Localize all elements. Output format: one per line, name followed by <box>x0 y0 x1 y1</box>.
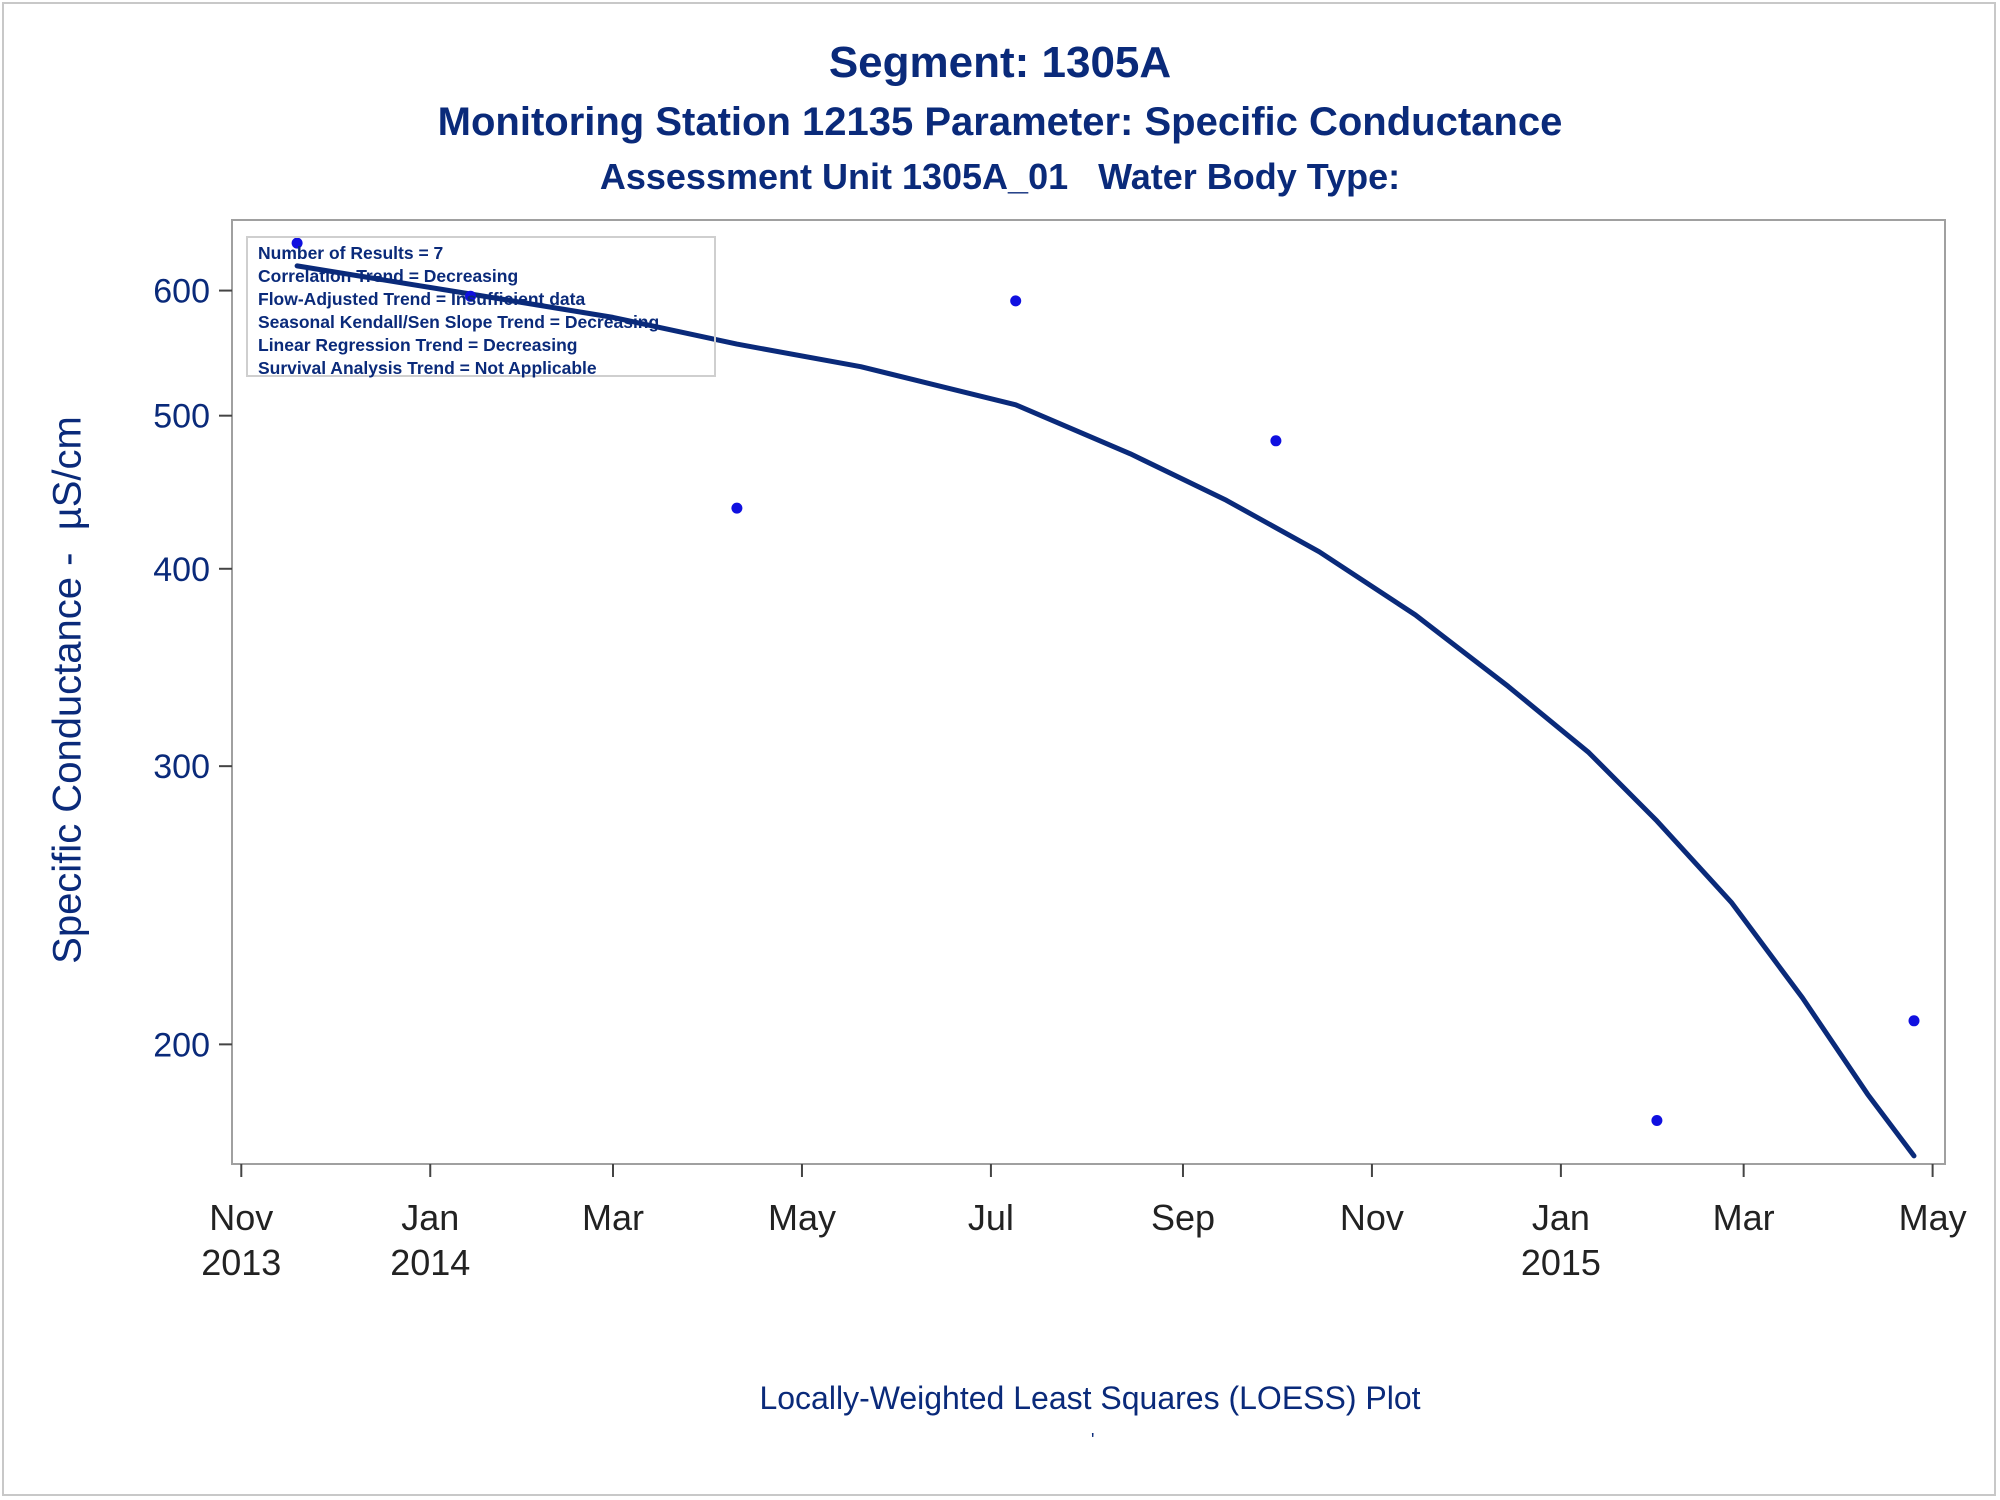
x-tick-year-label: 2015 <box>1521 1242 1601 1283</box>
chart-subtitle-assessment: Assessment Unit 1305A_01 Water Body Type… <box>599 156 1401 197</box>
x-tick-label: Mar <box>582 1197 644 1238</box>
x-tick-year-label: 2014 <box>390 1242 470 1283</box>
x-tick-label: Jan <box>1532 1197 1590 1238</box>
trend-info-box: Number of Results = 7 Correlation Trend … <box>246 236 716 378</box>
info-flow-adjusted-trend: Flow-Adjusted Trend = Insufficient data <box>258 289 586 309</box>
y-tick-label: 300 <box>153 748 210 786</box>
footnote-mark: ' <box>1091 1430 1095 1450</box>
loess-curve <box>294 263 1917 1159</box>
x-tick-label: May <box>1899 1197 1967 1238</box>
y-tick-label: 600 <box>153 273 210 311</box>
x-tick-label: Mar <box>1713 1197 1775 1238</box>
x-tick-year-label: 2013 <box>201 1242 281 1283</box>
x-tick-label: Sep <box>1151 1197 1215 1238</box>
data-points-layer <box>291 237 1920 1126</box>
info-correlation-trend: Correlation Trend = Decreasing <box>258 266 519 286</box>
chart-title: Segment: 1305A <box>828 38 1172 87</box>
y-axis-label-wrap: Specific Conductance - µS/cm <box>40 215 95 1165</box>
y-axis-label: Specific Conductance - µS/cm <box>45 416 89 964</box>
y-tick-label: 500 <box>153 398 210 436</box>
x-tick-label: Nov <box>209 1197 273 1238</box>
data-point <box>1908 1015 1920 1027</box>
x-tick-label: Jan <box>401 1197 459 1238</box>
info-seasonal-kendall-trend: Seasonal Kendall/Sen Slope Trend = Decre… <box>258 312 660 332</box>
x-tick-label: Nov <box>1340 1197 1404 1238</box>
data-point <box>1010 295 1022 307</box>
loess-curve-layer <box>294 263 1917 1159</box>
chart-footnote: Locally-Weighted Least Squares (LOESS) P… <box>759 1380 1421 1416</box>
y-tick-label: 200 <box>153 1026 210 1064</box>
plot-area-border <box>231 219 1946 1165</box>
chart-subtitle-station: Monitoring Station 12135 Parameter: Spec… <box>437 100 1563 144</box>
info-survival-analysis-trend: Survival Analysis Trend = Not Applicable <box>258 358 597 378</box>
y-tick-label: 400 <box>153 551 210 589</box>
data-point <box>291 237 303 249</box>
y-axis: 200 300 400 500 600 <box>153 273 232 1064</box>
data-point <box>465 290 476 302</box>
info-linear-regression-trend: Linear Regression Trend = Decreasing <box>258 335 578 355</box>
data-point <box>1270 435 1282 447</box>
x-tick-label: Jul <box>968 1197 1014 1238</box>
x-tick-label: May <box>768 1197 836 1238</box>
info-number-of-results: Number of Results = 7 <box>258 243 444 263</box>
data-point <box>1651 1115 1663 1126</box>
data-point <box>731 502 743 514</box>
